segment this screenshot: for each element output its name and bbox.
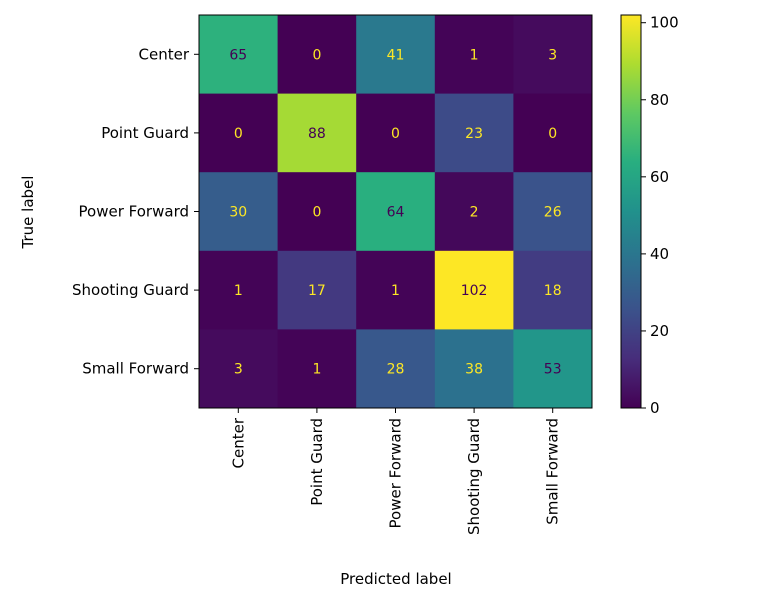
cell-value-label: 41 bbox=[387, 47, 405, 63]
colorbar-tick-label: 100 bbox=[650, 14, 679, 32]
heatmap-cell bbox=[434, 329, 514, 409]
heatmap-cell bbox=[277, 93, 357, 173]
cell-value-label: 0 bbox=[391, 126, 400, 142]
colorbar-tick-label: 0 bbox=[650, 399, 660, 417]
heatmap-cells bbox=[199, 15, 593, 409]
cell-value-label: 1 bbox=[312, 362, 321, 378]
heatmap-cell bbox=[356, 172, 436, 252]
heatmap-cell-labels: 65 0 41 1 30 88 0 23 030 0 64 2 261 17 1 102 183 1 28 38 53 bbox=[229, 47, 561, 377]
heatmap-cell bbox=[513, 15, 593, 95]
heatmap-cell bbox=[356, 93, 436, 173]
x-tick-label: Point Guard bbox=[308, 418, 326, 506]
y-tick-label: Small Forward bbox=[82, 360, 189, 378]
heatmap-cell bbox=[434, 15, 514, 95]
heatmap-cell bbox=[434, 93, 514, 173]
cell-value-label: 64 bbox=[387, 205, 405, 221]
cell-value-label: 53 bbox=[544, 362, 562, 378]
y-tick-label: Point Guard bbox=[101, 124, 189, 142]
heatmap-cell bbox=[199, 93, 279, 173]
x-tick-label: Power Forward bbox=[387, 418, 405, 528]
colorbar-tick-label: 40 bbox=[650, 245, 669, 263]
y-tick-label: Power Forward bbox=[79, 203, 189, 221]
heatmap-cell bbox=[277, 15, 357, 95]
cell-value-label: 102 bbox=[461, 283, 488, 299]
cell-value-label: 17 bbox=[308, 283, 326, 299]
cell-value-label: 0 bbox=[234, 126, 243, 142]
heatmap-cell bbox=[199, 250, 279, 330]
heatmap-cell bbox=[199, 15, 279, 95]
cell-value-label: 0 bbox=[312, 47, 321, 63]
colorbar: 0 20 40 60 80 100 bbox=[620, 14, 679, 417]
heatmap-cell bbox=[199, 172, 279, 252]
heatmap-cell bbox=[513, 172, 593, 252]
x-tick-label: Shooting Guard bbox=[465, 418, 483, 535]
cell-value-label: 88 bbox=[308, 126, 326, 142]
cell-value-label: 0 bbox=[312, 205, 321, 221]
cell-value-label: 3 bbox=[548, 47, 557, 63]
x-tick-label: Small Forward bbox=[544, 418, 562, 525]
cell-value-label: 38 bbox=[465, 362, 483, 378]
cell-value-label: 1 bbox=[234, 283, 243, 299]
cell-value-label: 26 bbox=[544, 205, 562, 221]
y-axis-ticks: Center Point Guard Power Forward Shooting G… bbox=[72, 45, 199, 378]
colorbar-tick-label: 80 bbox=[650, 91, 669, 109]
cell-value-label: 2 bbox=[470, 205, 479, 221]
heatmap-cell bbox=[277, 250, 357, 330]
heatmap-cell bbox=[199, 329, 279, 409]
heatmap-cell bbox=[277, 172, 357, 252]
cell-value-label: 1 bbox=[470, 47, 479, 63]
y-tick-label: Shooting Guard bbox=[72, 281, 189, 299]
x-tick-label: Center bbox=[229, 417, 247, 468]
y-tick-label: Center bbox=[139, 45, 190, 63]
colorbar-gradient bbox=[620, 14, 642, 409]
cell-value-label: 0 bbox=[548, 126, 557, 142]
heatmap-cell bbox=[513, 93, 593, 173]
colorbar-tick-label: 20 bbox=[650, 322, 669, 340]
colorbar-tick-label: 60 bbox=[650, 168, 669, 186]
y-axis-label: True label bbox=[19, 176, 37, 250]
heatmap-cell bbox=[434, 172, 514, 252]
cell-value-label: 65 bbox=[229, 47, 247, 63]
cell-value-label: 28 bbox=[387, 362, 405, 378]
heatmap-cell bbox=[356, 329, 436, 409]
heatmap-cell bbox=[513, 250, 593, 330]
cell-value-label: 30 bbox=[229, 205, 247, 221]
colorbar-ticks: 0 20 40 60 80 100 bbox=[641, 14, 679, 417]
x-axis-label: Predicted label bbox=[340, 570, 451, 588]
cell-value-label: 18 bbox=[544, 283, 562, 299]
cell-value-label: 23 bbox=[465, 126, 483, 142]
heatmap-cell bbox=[513, 329, 593, 409]
heatmap-cell bbox=[277, 329, 357, 409]
heatmap-cell bbox=[356, 250, 436, 330]
x-axis-ticks: Center Point Guard Power Forward Shooting G… bbox=[229, 408, 562, 535]
heatmap-cell bbox=[356, 15, 436, 95]
cell-value-label: 3 bbox=[234, 362, 243, 378]
cell-value-label: 1 bbox=[391, 283, 400, 299]
heatmap-cell bbox=[434, 250, 514, 330]
